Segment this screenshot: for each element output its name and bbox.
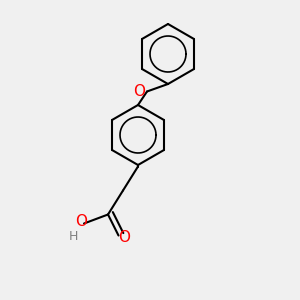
Text: O: O <box>118 230 130 244</box>
Text: O: O <box>134 84 146 99</box>
Text: O: O <box>76 214 88 229</box>
Text: H: H <box>69 230 78 244</box>
